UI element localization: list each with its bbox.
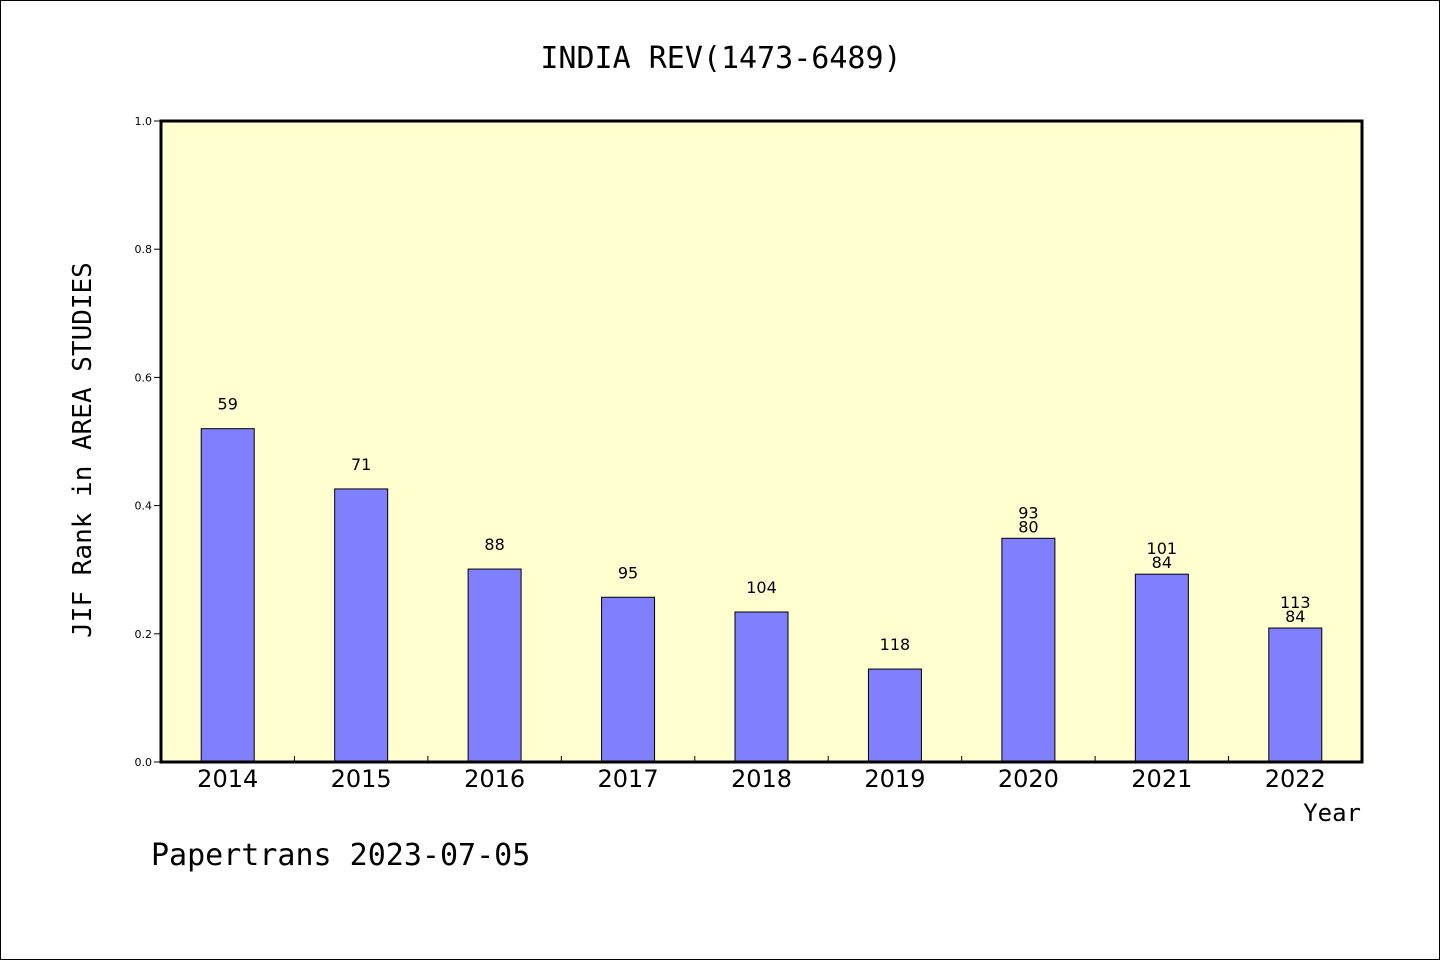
x-axis: 2014 2015 2016 2017 2018 2019 2020 2021 2022	[197, 756, 1326, 793]
bar-value-label: 101	[1147, 539, 1178, 558]
x-tick-label: 2015	[331, 765, 392, 793]
x-tick-label: 2019	[864, 765, 925, 793]
bar-value-label: 84	[1152, 553, 1172, 572]
bar-value-label: 95	[618, 563, 638, 582]
bar-2015	[334, 488, 389, 763]
bar-2016	[467, 568, 522, 763]
bar-value-label: 93	[1018, 503, 1038, 522]
x-tick-label: 2018	[731, 765, 792, 793]
y-axis: 0.0 0.2 0.4 0.6 0.8 1.0	[135, 115, 161, 769]
y-tick-label: 1.0	[135, 115, 153, 128]
bar-2020	[1001, 537, 1056, 763]
x-tick-label: 2014	[197, 765, 258, 793]
x-tick-label: 2017	[598, 765, 659, 793]
y-tick-label: 0.0	[135, 756, 153, 769]
x-tick-label: 2020	[998, 765, 1059, 793]
bar-2022	[1268, 627, 1323, 763]
bar-2018	[734, 611, 789, 763]
x-tick-label: 2016	[464, 765, 525, 793]
y-tick-label: 0.2	[135, 628, 153, 641]
bar-2017	[601, 596, 656, 763]
x-tick-label: 2021	[1131, 765, 1192, 793]
bars-group	[200, 428, 1323, 763]
bar-value-label: 88	[484, 535, 504, 554]
y-tick-label: 0.6	[135, 371, 153, 384]
bar-value-label: 113	[1280, 593, 1311, 612]
y-tick-label: 0.8	[135, 243, 153, 256]
footer-credit: Papertrans 2023-07-05	[151, 838, 530, 873]
plot-frame	[159, 119, 1364, 764]
x-axis-label: Year	[1303, 799, 1361, 827]
bar-value-label: 71	[351, 455, 371, 474]
bar-value-label: 118	[880, 635, 911, 654]
bar-value-label: 84	[1285, 607, 1305, 626]
bar-value-label: 59	[218, 395, 238, 414]
bar-2021	[1134, 573, 1189, 763]
bar-2019	[867, 668, 922, 763]
bar-2014	[200, 428, 255, 763]
chart-title: INDIA REV(1473-6489)	[540, 41, 901, 76]
y-tick-label: 0.4	[135, 500, 153, 513]
x-tick-label: 2022	[1265, 765, 1326, 793]
bar-value-label: 80	[1018, 517, 1038, 536]
y-axis-label: JIF Rank in AREA STUDIES	[68, 262, 98, 638]
bar-value-label: 104	[746, 578, 777, 597]
